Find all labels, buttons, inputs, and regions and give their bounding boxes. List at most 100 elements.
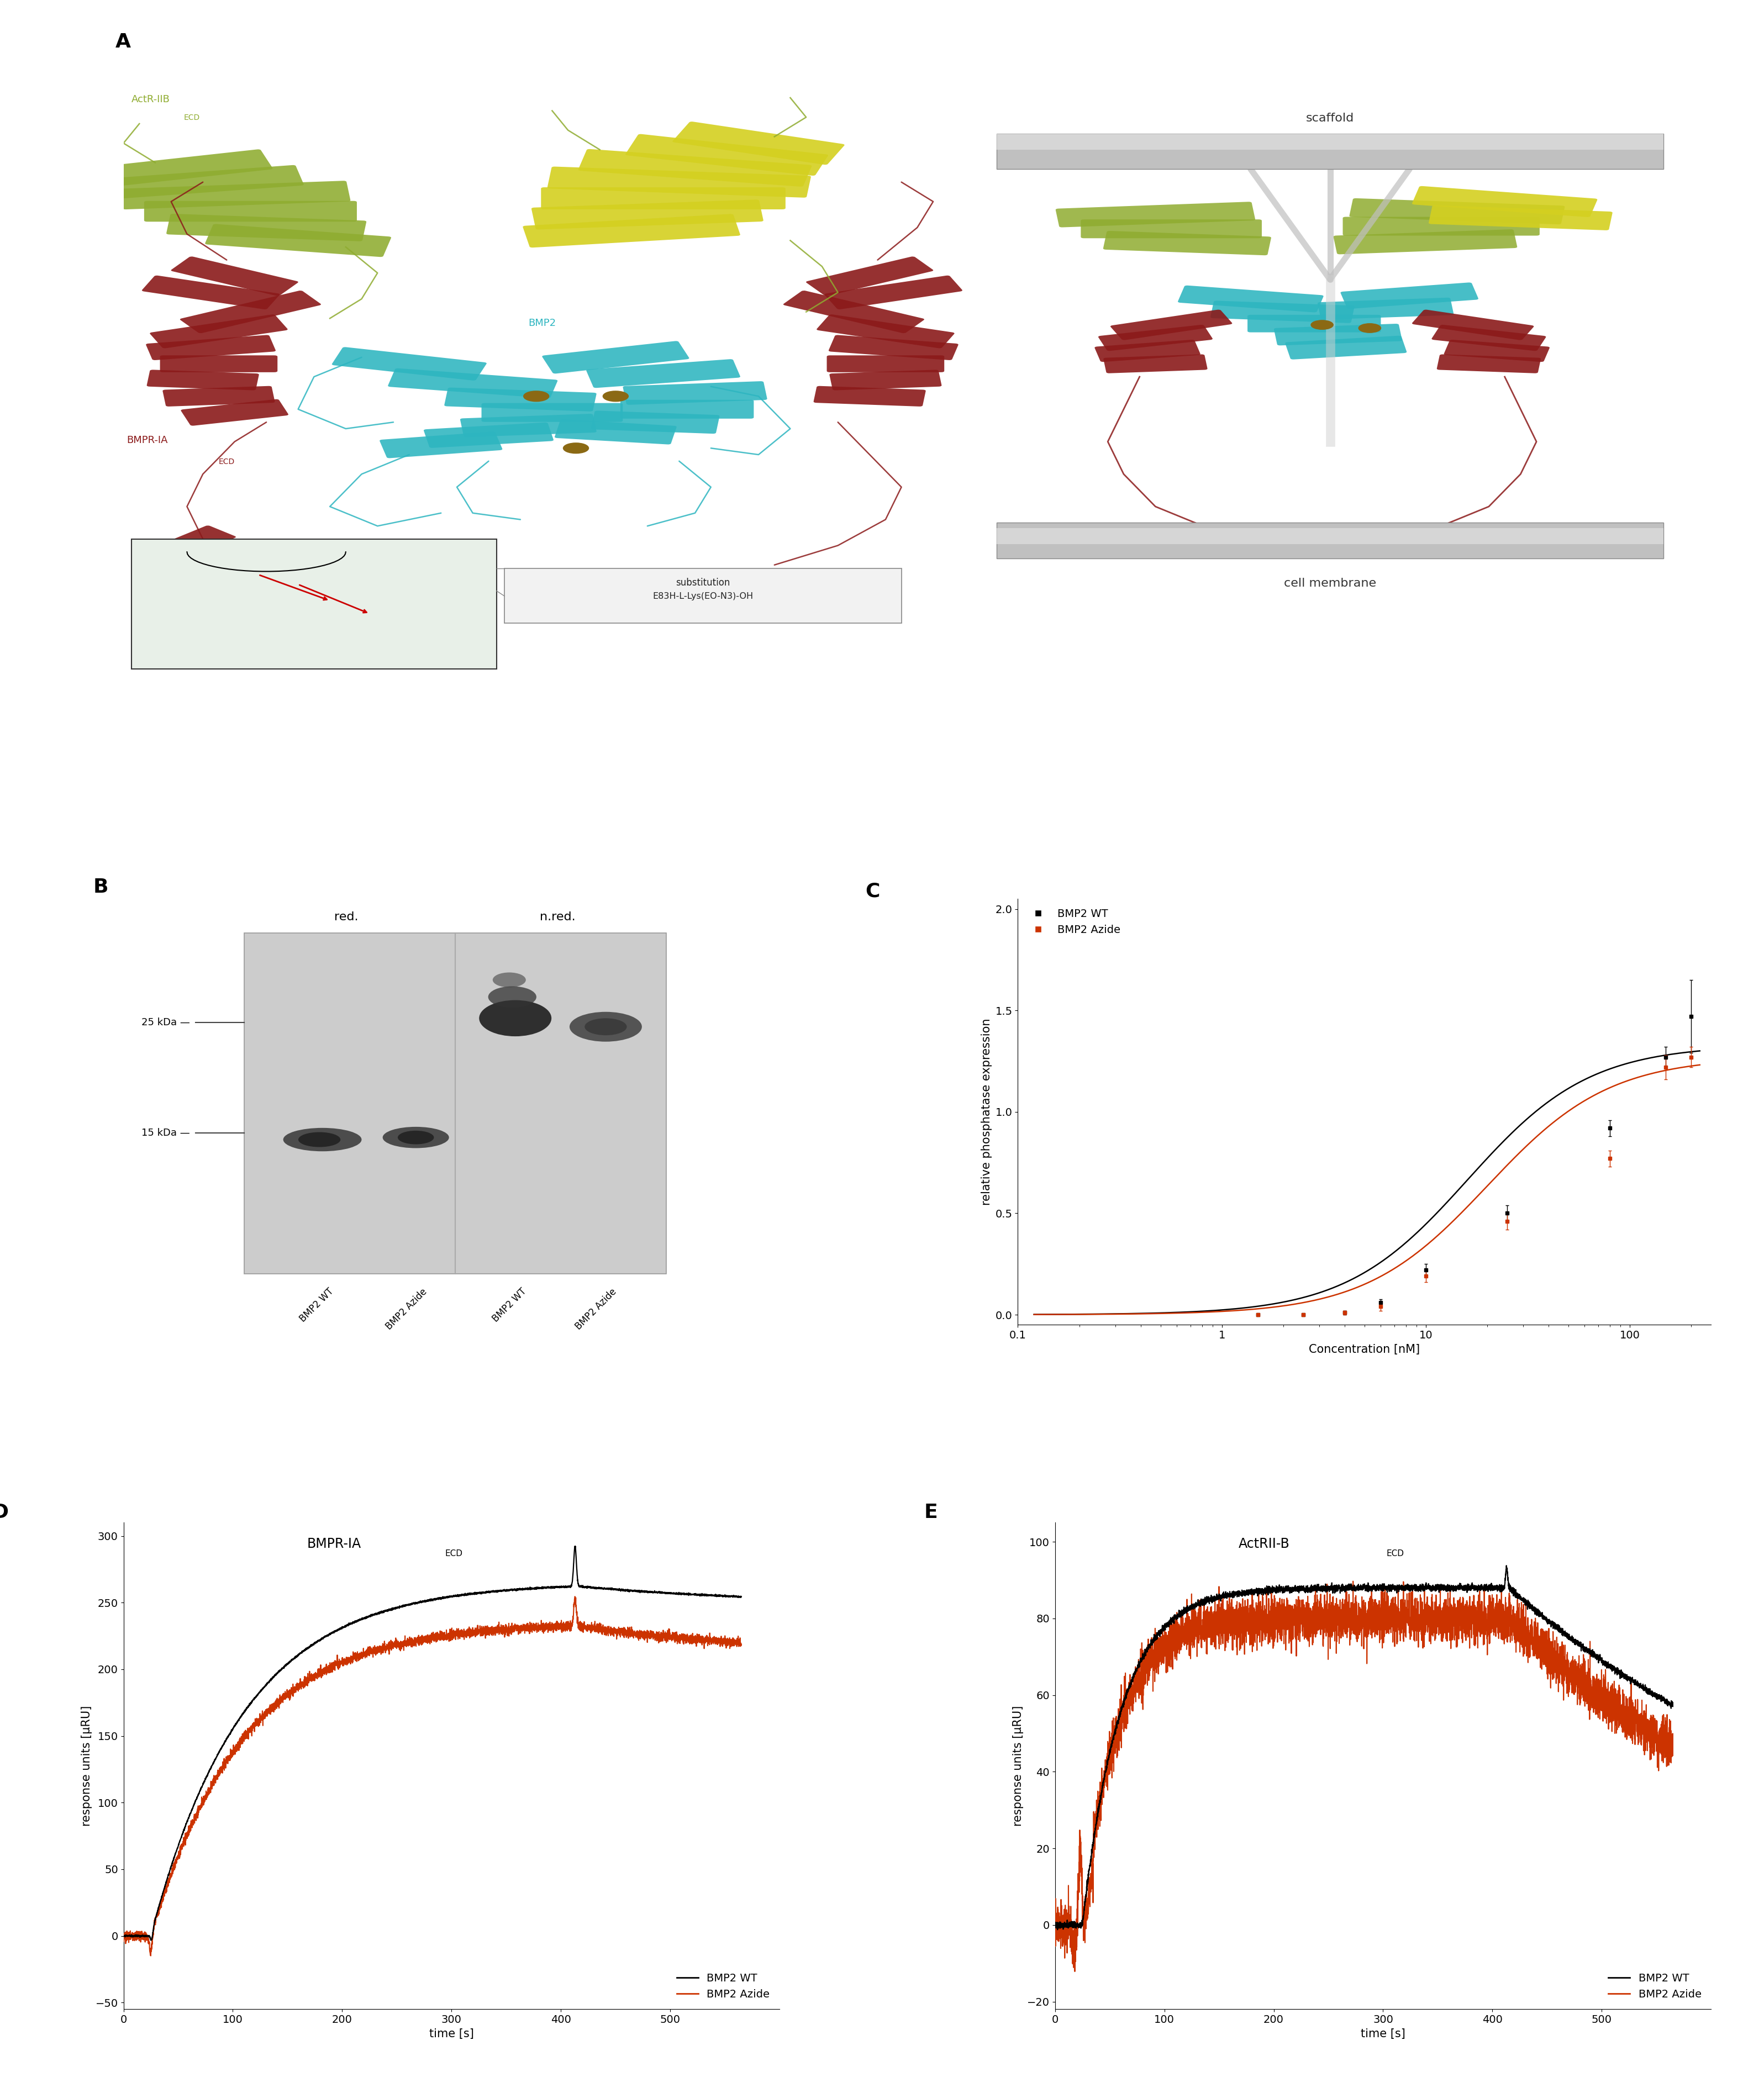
FancyBboxPatch shape — [1095, 339, 1200, 362]
FancyBboxPatch shape — [102, 165, 303, 199]
FancyBboxPatch shape — [162, 385, 275, 406]
Text: ActR-IIB: ActR-IIB — [132, 94, 169, 105]
FancyBboxPatch shape — [827, 356, 944, 373]
FancyBboxPatch shape — [146, 335, 275, 360]
FancyBboxPatch shape — [522, 213, 741, 247]
Bar — [997, 523, 1663, 559]
FancyBboxPatch shape — [145, 201, 356, 222]
FancyBboxPatch shape — [829, 335, 958, 360]
FancyBboxPatch shape — [1055, 201, 1256, 228]
FancyBboxPatch shape — [101, 149, 273, 186]
FancyBboxPatch shape — [547, 167, 811, 197]
Circle shape — [563, 444, 589, 454]
Ellipse shape — [397, 1130, 434, 1145]
FancyBboxPatch shape — [542, 186, 785, 209]
FancyBboxPatch shape — [423, 423, 554, 448]
Text: BMPR-IA: BMPR-IA — [307, 1536, 362, 1551]
FancyBboxPatch shape — [388, 368, 557, 398]
Bar — [505, 567, 901, 624]
FancyBboxPatch shape — [1429, 205, 1612, 230]
Bar — [997, 134, 1663, 151]
FancyBboxPatch shape — [1445, 339, 1549, 362]
FancyBboxPatch shape — [146, 370, 259, 389]
FancyBboxPatch shape — [623, 381, 767, 404]
Ellipse shape — [480, 1000, 552, 1036]
FancyBboxPatch shape — [363, 563, 455, 594]
FancyBboxPatch shape — [813, 385, 926, 406]
Ellipse shape — [492, 973, 526, 988]
FancyBboxPatch shape — [153, 525, 236, 559]
FancyBboxPatch shape — [1342, 218, 1540, 237]
FancyBboxPatch shape — [672, 121, 845, 165]
FancyBboxPatch shape — [171, 257, 298, 295]
FancyBboxPatch shape — [626, 134, 827, 176]
X-axis label: time [s]: time [s] — [429, 2028, 475, 2039]
FancyBboxPatch shape — [1286, 335, 1406, 360]
Text: ActRII-B: ActRII-B — [1238, 1536, 1289, 1551]
X-axis label: time [s]: time [s] — [1360, 2028, 1406, 2039]
FancyBboxPatch shape — [1210, 301, 1355, 322]
FancyBboxPatch shape — [531, 199, 764, 230]
FancyBboxPatch shape — [1247, 314, 1381, 333]
FancyBboxPatch shape — [1274, 324, 1402, 345]
Ellipse shape — [298, 1132, 340, 1147]
FancyBboxPatch shape — [1104, 354, 1207, 373]
Bar — [243, 933, 667, 1275]
FancyBboxPatch shape — [161, 356, 277, 373]
Text: BMP2 Azide: BMP2 Azide — [573, 1287, 619, 1331]
FancyBboxPatch shape — [482, 404, 623, 423]
Text: E83H-L-Lys(EO-N3)-OH: E83H-L-Lys(EO-N3)-OH — [653, 592, 753, 601]
Text: E: E — [924, 1503, 937, 1522]
X-axis label: Concentration [nM]: Concentration [nM] — [1309, 1344, 1420, 1354]
FancyBboxPatch shape — [554, 419, 677, 444]
FancyBboxPatch shape — [355, 580, 448, 609]
Text: B: B — [93, 877, 109, 896]
FancyBboxPatch shape — [118, 180, 351, 209]
Circle shape — [524, 391, 549, 402]
Legend: BMP2 WT, BMP2 Azide: BMP2 WT, BMP2 Azide — [1603, 1970, 1706, 2003]
Circle shape — [603, 391, 628, 402]
Bar — [997, 134, 1663, 170]
FancyBboxPatch shape — [212, 576, 385, 613]
Text: BMP2: BMP2 — [529, 318, 556, 329]
FancyBboxPatch shape — [1318, 297, 1454, 320]
FancyBboxPatch shape — [305, 605, 450, 630]
FancyBboxPatch shape — [591, 410, 720, 433]
Text: C: C — [866, 881, 880, 900]
FancyBboxPatch shape — [178, 555, 275, 588]
Y-axis label: relative phosphatase expression: relative phosphatase expression — [981, 1019, 991, 1206]
Text: substitution: substitution — [676, 578, 730, 588]
Ellipse shape — [383, 1126, 450, 1149]
Bar — [997, 527, 1663, 544]
FancyBboxPatch shape — [141, 276, 280, 310]
Bar — [132, 540, 497, 670]
Text: D: D — [0, 1503, 9, 1522]
Text: cell membrane: cell membrane — [1284, 578, 1376, 588]
Ellipse shape — [570, 1011, 642, 1042]
FancyBboxPatch shape — [180, 291, 321, 333]
Text: scaffold: scaffold — [1305, 113, 1355, 123]
FancyBboxPatch shape — [265, 592, 427, 624]
FancyBboxPatch shape — [1110, 310, 1233, 339]
Text: BMP2 WT: BMP2 WT — [298, 1287, 335, 1325]
FancyBboxPatch shape — [205, 224, 392, 257]
FancyBboxPatch shape — [1102, 230, 1272, 255]
FancyBboxPatch shape — [579, 149, 811, 186]
Text: n.red.: n.red. — [540, 910, 575, 923]
Text: 15 kDa —: 15 kDa — — [141, 1128, 191, 1139]
Text: 25 kDa —: 25 kDa — — [141, 1017, 191, 1028]
FancyBboxPatch shape — [445, 387, 596, 412]
FancyBboxPatch shape — [1178, 285, 1323, 312]
FancyBboxPatch shape — [166, 557, 335, 599]
Legend: BMP2 WT, BMP2 Azide: BMP2 WT, BMP2 Azide — [1023, 904, 1125, 940]
Circle shape — [1358, 324, 1381, 333]
Y-axis label: response units [μRU]: response units [μRU] — [1013, 1706, 1023, 1827]
Circle shape — [1311, 320, 1334, 329]
FancyBboxPatch shape — [150, 314, 288, 347]
FancyBboxPatch shape — [1438, 354, 1540, 373]
FancyBboxPatch shape — [824, 276, 963, 310]
FancyBboxPatch shape — [621, 400, 753, 419]
FancyBboxPatch shape — [332, 347, 487, 381]
FancyBboxPatch shape — [379, 431, 503, 458]
FancyBboxPatch shape — [1334, 230, 1517, 253]
